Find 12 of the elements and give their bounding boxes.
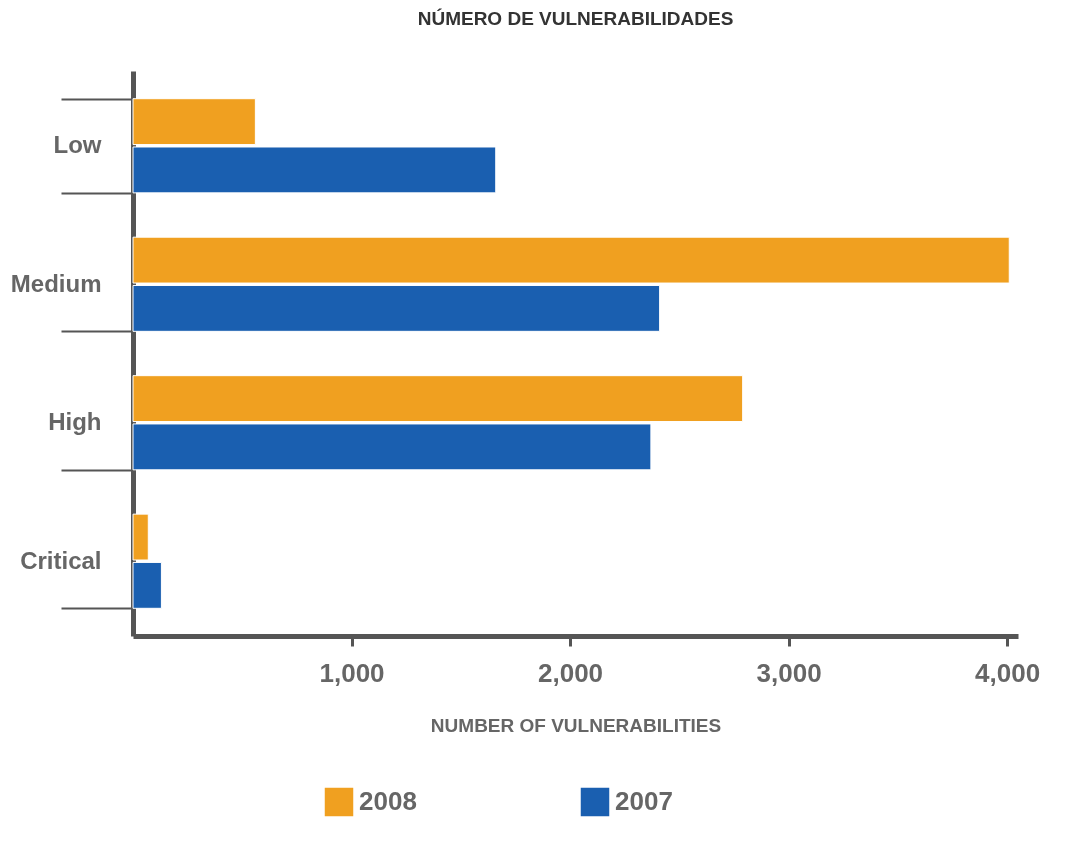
x-tick-label: 4,000: [975, 657, 1041, 688]
chart-title: NÚMERO DE VULNERABILIDADES: [417, 8, 734, 29]
legend-label: 2007: [615, 786, 673, 816]
y-tick-label: High: [48, 408, 102, 436]
y-tick-label: Medium: [10, 269, 102, 297]
y-tick-label: Low: [53, 131, 102, 159]
legend-label: 2008: [359, 786, 417, 816]
x-axis-title: NUMBER OF VULNERABILITIES: [430, 714, 722, 736]
x-tick-label: 2,000: [538, 657, 604, 688]
y-tick-label: Critical: [20, 546, 102, 574]
x-tick-label: 3,000: [756, 657, 822, 688]
x-tick-label: 1,000: [319, 657, 385, 688]
